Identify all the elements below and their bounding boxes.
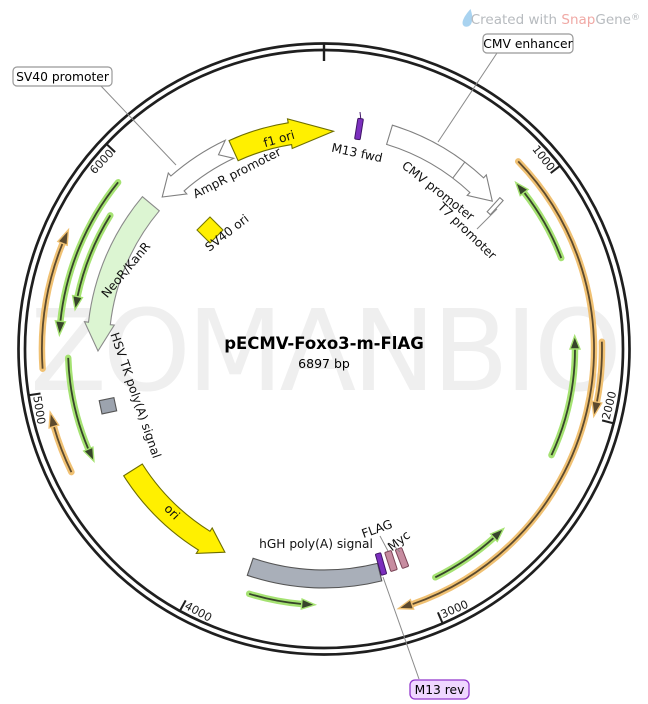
orf-arrow-green-4 xyxy=(245,590,318,610)
orf-arrow-orange-4 xyxy=(591,338,606,419)
snap-text: Snap xyxy=(561,12,595,28)
m13-fwd-label: M13 fwd xyxy=(330,141,383,165)
orf-arrow-orange-1 xyxy=(38,227,70,372)
callout-m13-rev: M13 rev xyxy=(409,679,470,700)
feature-ori-arrow xyxy=(122,463,226,554)
feature-t7-promoter-flag xyxy=(486,196,504,216)
created-with-text: Created with xyxy=(471,12,562,28)
orf-arrow-orange-3 xyxy=(396,158,598,610)
tick-1000 xyxy=(550,164,561,174)
feature-flag-marker xyxy=(384,550,398,572)
tick-label-5000: 5000 xyxy=(30,395,47,425)
gene-text: Gene xyxy=(595,12,631,28)
registered-mark: ® xyxy=(631,13,640,23)
cmv-segment-divider xyxy=(452,161,466,179)
plasmid-backbone-ring xyxy=(17,42,631,656)
orf-arrow-green-1 xyxy=(71,212,114,312)
feature-neor-kanr-arrow xyxy=(83,195,161,353)
m13-fwd-marker-stem xyxy=(359,111,362,120)
tick-4000 xyxy=(179,599,187,612)
tick-2000 xyxy=(601,419,614,425)
m13-rev-leader xyxy=(382,576,420,680)
plasmid-name: pECMV-Foxo3-m-FlAG xyxy=(224,334,424,353)
callout-sv40-promoter: SV40 promoter xyxy=(12,66,113,87)
orf-arrow-green-7 xyxy=(548,333,582,459)
feature-sv40-ori-diamond xyxy=(196,216,224,244)
tick-6000 xyxy=(105,143,116,153)
myc-leader xyxy=(394,546,401,553)
snapgene-logo-icon xyxy=(462,9,473,27)
orf-arrows-green xyxy=(54,179,582,610)
feature-m13-rev-marker xyxy=(375,552,387,576)
sv40-promoter-label: SV40 promoter xyxy=(16,70,110,84)
outer-ring-circle xyxy=(17,42,631,656)
feature-m13-fwd-marker xyxy=(354,117,364,141)
snapgene-attribution: Created with SnapGene® xyxy=(462,9,640,28)
attribution-text: Created with SnapGene® xyxy=(471,12,640,28)
feature-cmv-enhancer-promoter-arrow xyxy=(385,124,494,202)
orf-arrows-orange xyxy=(38,158,606,610)
orf-arrow-orange-2 xyxy=(48,410,75,476)
feature-hsv-tk-polya-box xyxy=(98,396,118,415)
feature-hgh-polya-band xyxy=(246,557,383,589)
cmv-enhancer-label: CMV enhancer xyxy=(483,37,573,51)
tick-5000 xyxy=(28,392,41,397)
leader-lines xyxy=(100,52,498,680)
feature-ampr-promoter-arrow xyxy=(161,139,236,198)
feature-myc-marker xyxy=(395,547,409,569)
t7-promoter-leader xyxy=(476,208,498,230)
position-ticks xyxy=(28,143,614,624)
flag-leader xyxy=(379,535,389,552)
sv40-promoter-leader xyxy=(100,85,177,166)
m13-rev-label: M13 rev xyxy=(415,683,465,697)
cmv-enhancer-leader xyxy=(437,52,498,143)
orf-arrow-green-3 xyxy=(64,354,95,464)
tick-3000 xyxy=(436,612,444,624)
orf-arrow-green-5 xyxy=(432,527,506,581)
feature-f1-ori-arrow xyxy=(228,118,336,162)
callout-cmv-enhancer: CMV enhancer xyxy=(482,33,574,54)
flag-label: FLAG xyxy=(360,517,395,541)
watermark-text: ZOMANBIO xyxy=(30,287,618,417)
orf-arrow-green-2 xyxy=(54,179,122,338)
hgh-polya-label: hGH poly(A) signal xyxy=(259,537,373,551)
plasmid-length: 6897 bp xyxy=(298,356,350,371)
orf-arrow-green-6 xyxy=(514,180,565,262)
